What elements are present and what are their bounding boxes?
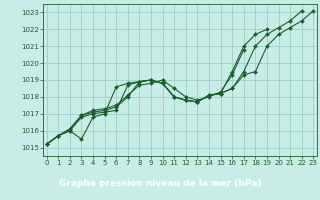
Text: Graphe pression niveau de la mer (hPa): Graphe pression niveau de la mer (hPa) xyxy=(59,179,261,188)
